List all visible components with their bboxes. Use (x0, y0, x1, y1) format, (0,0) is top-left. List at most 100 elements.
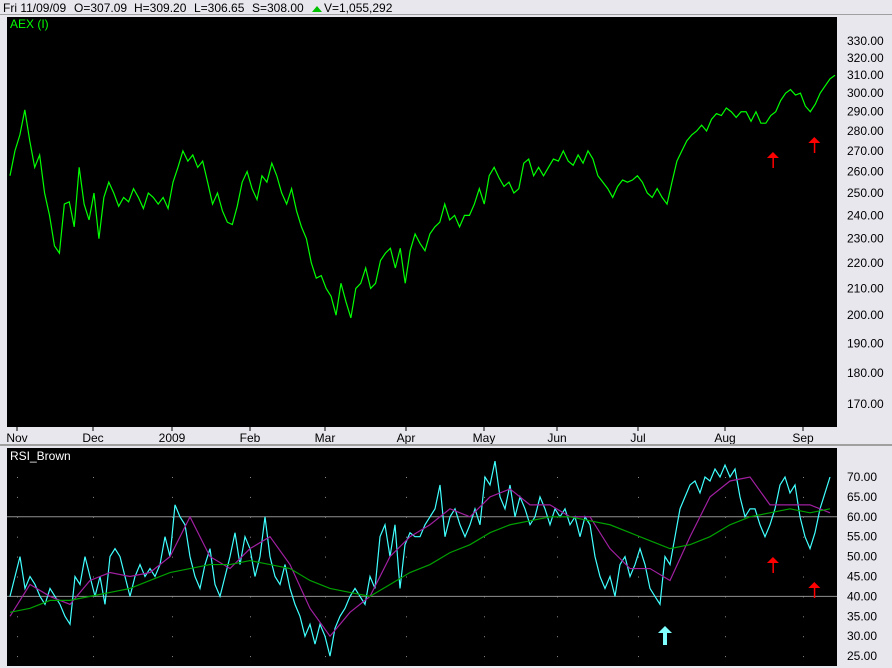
up-triangle-icon (312, 6, 322, 12)
price-y-tick: 330.00 (847, 34, 884, 48)
grid-dot (725, 556, 726, 558)
price-y-tick: 310.00 (847, 68, 884, 82)
x-tick-label: Nov (6, 431, 27, 445)
x-tick-label: Sep (792, 431, 814, 445)
grid-dot (93, 477, 94, 478)
price-y-tick: 280.00 (847, 124, 884, 138)
divider (0, 444, 892, 446)
arrow-head (808, 582, 821, 588)
rsi-y-tick: 25.00 (847, 649, 877, 663)
grid-dot (17, 656, 18, 658)
grid-dot (638, 477, 639, 478)
rsi-y-axis: 70.00 65.00 60.00 55.00 50.00 45.00 40.00 35.00… (847, 470, 877, 663)
grid-dot (557, 576, 558, 578)
arrow-up-icon (808, 582, 821, 598)
grid-dot (325, 576, 326, 578)
price-y-tick: 320.00 (847, 51, 884, 65)
price-line (9, 74, 836, 319)
arrow-up-icon (766, 152, 779, 168)
price-panel[interactable] (7, 17, 837, 427)
grid-dot (406, 496, 407, 498)
grid-dot (17, 496, 18, 498)
grid-dot (557, 656, 558, 658)
grid-dot (406, 636, 407, 638)
date-x-axis: Nov Dec 2009 Feb Mar Apr May Jun Jul Aug Sep (6, 427, 814, 445)
grid-dot (93, 616, 94, 618)
grid-dot (172, 496, 173, 498)
grid-dot (93, 496, 94, 498)
arrow-shaft (663, 633, 667, 645)
grid-dot (803, 556, 804, 558)
grid-dot (725, 636, 726, 638)
arrow-up-icon (808, 137, 821, 153)
arrow-shaft (813, 588, 816, 598)
x-tick-label: Jul (630, 431, 645, 445)
rsi-long-average-line (9, 508, 831, 613)
grid-dot (17, 556, 18, 558)
grid-dot (638, 536, 639, 538)
grid-dot (172, 556, 173, 558)
grid-dot (325, 656, 326, 658)
grid-dot (803, 477, 804, 478)
grid-dot (725, 477, 726, 478)
grid-dot (17, 616, 18, 618)
grid-dot (638, 616, 639, 618)
grid-dot (803, 576, 804, 578)
grid-dot (250, 616, 251, 618)
grid-dot (484, 616, 485, 618)
arrow-head (658, 626, 672, 633)
grid-dot (93, 636, 94, 638)
rsi-panel[interactable] (7, 448, 837, 666)
grid-dot (93, 556, 94, 558)
grid-dot (406, 656, 407, 658)
rsi-panel-title: RSI_Brown (10, 449, 71, 463)
price-y-tick: 210.00 (847, 281, 884, 295)
rsi-y-tick: 45.00 (847, 570, 877, 584)
grid-dot (325, 616, 326, 618)
rsi-y-tick: 50.00 (847, 550, 877, 564)
grid-dot (638, 636, 639, 638)
series-lines (9, 74, 836, 657)
arrow-head (766, 152, 779, 158)
grid-dot (17, 536, 18, 538)
rsi-y-tick: 55.00 (847, 530, 877, 544)
price-y-tick: 200.00 (847, 308, 884, 322)
grid-dot (803, 636, 804, 638)
header-open: O=307.09 (74, 1, 127, 15)
rsi-y-tick: 40.00 (847, 589, 877, 603)
price-y-tick: 290.00 (847, 105, 884, 119)
grid-dot (557, 556, 558, 558)
grid-dot (172, 576, 173, 578)
grid-dot (725, 616, 726, 618)
grid-dot (250, 576, 251, 578)
price-y-axis: 330.00 320.00 310.00 300.00 290.00 280.00 270.… (847, 34, 884, 411)
grid-dot (638, 576, 639, 578)
price-y-tick: 270.00 (847, 144, 884, 158)
price-y-tick: 300.00 (847, 86, 884, 100)
rsi-line (9, 460, 831, 657)
arrow-shaft (813, 143, 816, 153)
grid-dot (638, 656, 639, 658)
price-y-tick: 250.00 (847, 186, 884, 200)
header-close: S=308.00 (252, 1, 304, 15)
rsi-y-tick: 30.00 (847, 629, 877, 643)
grid-dot (484, 536, 485, 538)
price-y-tick: 220.00 (847, 256, 884, 270)
grid-dot (250, 477, 251, 478)
grid-dot (93, 536, 94, 538)
grid-dot (803, 536, 804, 538)
grid-dot (17, 477, 18, 478)
price-y-tick: 260.00 (847, 165, 884, 179)
header-volume: V=1,055,292 (324, 1, 393, 15)
grid-dot (406, 536, 407, 538)
grid-dot (638, 496, 639, 498)
grid-dot (557, 536, 558, 538)
grid-dot (17, 636, 18, 638)
arrow-head (766, 557, 779, 563)
grid-dot (484, 656, 485, 658)
grid-dot (250, 656, 251, 658)
grid-dot (557, 477, 558, 478)
grid-dot (725, 496, 726, 498)
grid-dot (172, 656, 173, 658)
divider (0, 14, 892, 15)
